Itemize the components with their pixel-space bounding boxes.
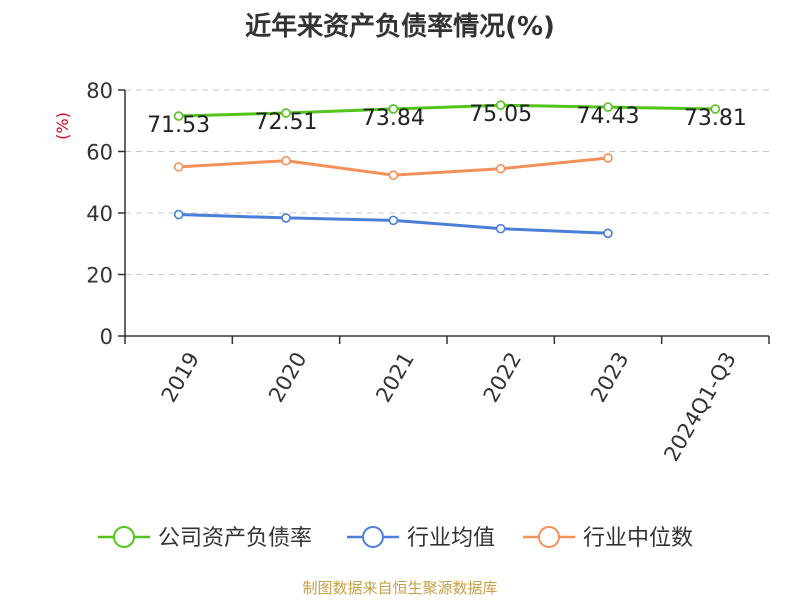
x-tick-label: 2022	[479, 348, 527, 406]
x-tick-label: 2021	[371, 348, 419, 406]
data-point	[173, 111, 184, 121]
data-point	[173, 209, 184, 220]
series-lines	[173, 100, 721, 239]
y-tick-label: 40	[86, 202, 113, 226]
data-label: 73.81	[684, 106, 747, 131]
legend-label: 公司资产负债率	[158, 526, 312, 551]
data-label: 73.84	[362, 106, 425, 131]
data-point	[603, 228, 613, 239]
data-point	[603, 153, 613, 163]
data-point	[603, 102, 613, 112]
data-point	[495, 223, 506, 234]
legend-swatch-marker	[362, 526, 384, 548]
x-tick-label: 2024Q1-Q3	[659, 348, 741, 465]
y-tick-label: 20	[86, 264, 113, 288]
data-label: 71.53	[147, 113, 210, 138]
x-tick-label: 2023	[586, 348, 634, 406]
data-point	[710, 104, 721, 114]
data-label: 72.51	[255, 110, 318, 135]
data-labels: 71.53 72.51 73.84 75.05 74.43 73.81	[147, 102, 747, 138]
data-point	[388, 104, 399, 114]
legend-swatch-marker	[538, 526, 560, 548]
series-line	[178, 103, 716, 118]
y-tick-label: 60	[86, 141, 113, 165]
legend-label: 行业均值	[407, 526, 495, 551]
data-label: 75.05	[469, 102, 532, 127]
y-tick-label: 0	[100, 325, 113, 349]
legend-swatch-marker	[113, 526, 135, 548]
source-note: 制图数据来自恒生聚源数据库	[302, 579, 498, 597]
data-point	[173, 162, 184, 172]
data-point	[281, 213, 291, 223]
data-point	[495, 100, 506, 111]
data-point	[495, 163, 506, 174]
chart-title: 近年来资产负债率情况(%)	[245, 12, 555, 42]
x-tick-label: 2019	[157, 348, 205, 406]
data-point	[388, 170, 399, 180]
data-point	[281, 155, 291, 166]
x-tick-label: 2020	[264, 348, 312, 406]
data-point	[281, 108, 291, 118]
data-point	[388, 215, 399, 226]
data-label: 74.43	[577, 104, 640, 129]
y-tick-label: 80	[86, 79, 113, 103]
grid-lines	[125, 89, 769, 275]
legend-label: 行业中位数	[583, 526, 693, 551]
y-axis-label: (%)	[53, 112, 72, 140]
legend: 公司资产负债率 行业均值 行业中位数	[98, 526, 693, 551]
